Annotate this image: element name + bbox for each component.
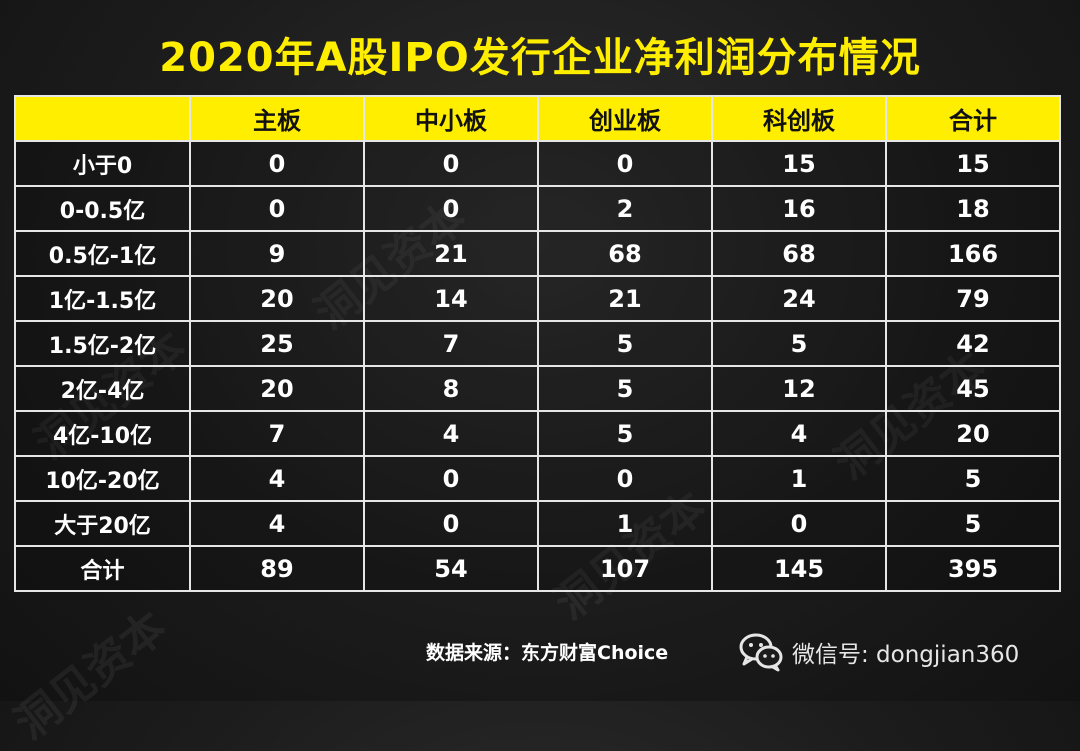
table-cell: 166 [885,230,1061,277]
table-cell: 45 [885,365,1061,412]
table-row: 0-0.5亿 0 0 2 16 18 [14,185,1061,232]
header-cell: 合计 [885,95,1061,142]
row-label: 1.5亿-2亿 [14,320,191,367]
header-cell: 中小板 [363,95,539,142]
table-cell: 15 [885,140,1061,187]
table-cell: 21 [363,230,539,277]
table-cell: 7 [363,320,539,367]
row-label: 小于0 [14,140,191,187]
table-cell: 0 [189,185,365,232]
row-label: 0-0.5亿 [14,185,191,232]
row-label: 合计 [14,545,191,592]
data-source: 数据来源：东方财富Choice [426,642,669,664]
table-cell: 15 [711,140,887,187]
table-cell: 4 [711,410,887,457]
table-cell: 8 [363,365,539,412]
table-row: 1亿-1.5亿 20 14 21 24 79 [14,275,1061,322]
table-cell: 54 [363,545,539,592]
table-cell: 5 [711,320,887,367]
data-table: 主板 中小板 创业板 科创板 合计 小于0 0 0 0 15 15 0-0.5亿 0 0 2 16 1… [14,95,1061,592]
table-cell: 18 [885,185,1061,232]
table-row: 2亿-4亿 20 8 5 12 45 [14,365,1061,412]
table-cell: 20 [885,410,1061,457]
table-cell: 7 [189,410,365,457]
row-label: 2亿-4亿 [14,365,191,412]
table-cell: 25 [189,320,365,367]
table-cell: 9 [189,230,365,277]
table-cell: 24 [711,275,887,322]
row-label: 大于20亿 [14,500,191,547]
table-cell: 68 [711,230,887,277]
wechat-icon [739,633,783,672]
table-cell: 14 [363,275,539,322]
table-row: 大于20亿 4 0 1 0 5 [14,500,1061,547]
wechat-label: 微信号: dongjian360 [792,642,1020,668]
table-row: 小于0 0 0 0 15 15 [14,140,1061,187]
table-cell: 5 [885,455,1061,502]
header-cell [14,95,191,142]
table-cell: 68 [537,230,713,277]
table-cell: 4 [189,455,365,502]
row-label: 10亿-20亿 [14,455,191,502]
table-cell: 0 [189,140,365,187]
table-cell: 0 [537,140,713,187]
row-label: 1亿-1.5亿 [14,275,191,322]
table-cell: 20 [189,275,365,322]
table-cell: 21 [537,275,713,322]
table-cell: 0 [363,455,539,502]
table-cell: 5 [537,365,713,412]
wechat-id: 微信号: dongjian360 [738,630,1019,674]
table-cell: 5 [537,320,713,367]
table-cell: 107 [537,545,713,592]
table-cell: 16 [711,185,887,232]
table-cell: 4 [189,500,365,547]
page-title: 2020年A股IPO发行企业净利润分布情况 [159,35,921,81]
table-row: 1.5亿-2亿 25 7 5 5 42 [14,320,1061,367]
table-row: 合计 89 54 107 145 395 [14,545,1061,592]
table-cell: 1 [537,500,713,547]
table-cell: 0 [363,185,539,232]
table-cell: 42 [885,320,1061,367]
row-label: 0.5亿-1亿 [14,230,191,277]
table-cell: 395 [885,545,1061,592]
table-cell: 2 [537,185,713,232]
header-cell: 创业板 [537,95,713,142]
table-cell: 0 [363,140,539,187]
table-cell: 0 [711,500,887,547]
header-cell: 科创板 [711,95,887,142]
table-cell: 145 [711,545,887,592]
table-cell: 5 [537,410,713,457]
table-cell: 4 [363,410,539,457]
table-row: 10亿-20亿 4 0 0 1 5 [14,455,1061,502]
table-cell: 20 [189,365,365,412]
row-label: 4亿-10亿 [14,410,191,457]
table-cell: 89 [189,545,365,592]
table-cell: 1 [711,455,887,502]
watermark: 洞见资本 [5,601,176,750]
table-row: 4亿-10亿 7 4 5 4 20 [14,410,1061,457]
table-header-row: 主板 中小板 创业板 科创板 合计 [14,95,1061,142]
table-cell: 0 [363,500,539,547]
table-cell: 5 [885,500,1061,547]
table-cell: 0 [537,455,713,502]
header-cell: 主板 [189,95,365,142]
table-cell: 12 [711,365,887,412]
table-cell: 79 [885,275,1061,322]
table-row: 0.5亿-1亿 9 21 68 68 166 [14,230,1061,277]
